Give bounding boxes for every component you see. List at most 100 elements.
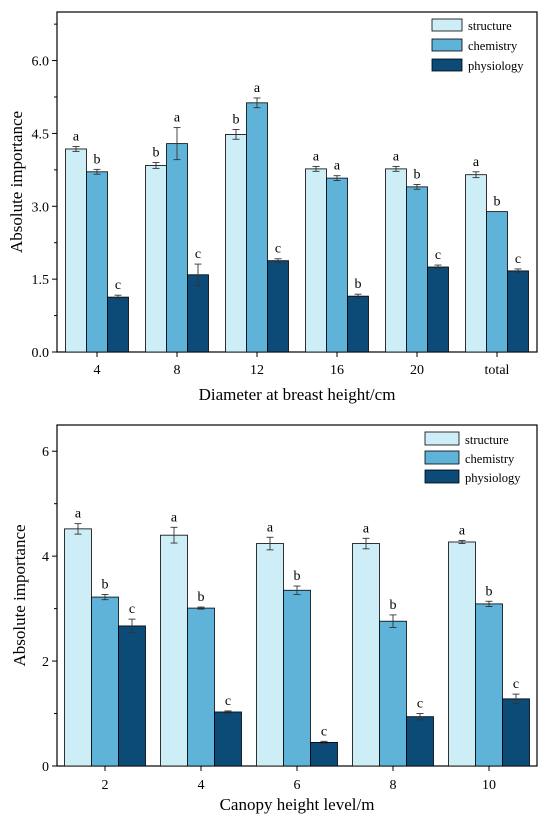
y-tick-label: 0 xyxy=(42,760,49,775)
chart-panel-2: 0 2 4 6 2 a b c 4 a b c 6 a b c 8 a b c 10 a b c Canopy height l… xyxy=(10,424,538,814)
bar-structure xyxy=(385,168,407,353)
significance-label: a xyxy=(174,111,181,126)
bar-structure xyxy=(145,165,167,353)
bar-physiology xyxy=(107,296,129,353)
significance-label: c xyxy=(129,602,135,617)
significance-label: a xyxy=(73,130,80,145)
significance-label: a xyxy=(75,507,82,522)
x-tick-label: 6 xyxy=(294,778,301,793)
legend-swatch-structure xyxy=(431,18,463,32)
legend: structure chemistry physiology xyxy=(424,431,521,485)
y-axis-title: Absolute importance xyxy=(10,524,29,666)
legend-label-chemistry: chemistry xyxy=(465,452,515,466)
significance-label: c xyxy=(275,242,281,257)
bar-structure xyxy=(448,541,476,767)
x-tick-label: total xyxy=(485,363,510,378)
y-tick-label: 2 xyxy=(42,655,49,670)
y-axis-title: Absolute importance xyxy=(7,111,26,253)
bar-structure xyxy=(465,174,487,353)
bar-structure xyxy=(352,543,380,767)
bar-physiology xyxy=(310,741,338,767)
significance-label: b xyxy=(294,569,301,584)
y-tick-label: 6.0 xyxy=(32,55,50,70)
bar-chemistry xyxy=(246,102,268,353)
significance-label: a xyxy=(473,155,480,170)
significance-label: a xyxy=(254,81,261,96)
x-axis-title: Diameter at breast height/cm xyxy=(199,385,396,404)
significance-label: c xyxy=(417,697,423,712)
y-tick-label: 4.5 xyxy=(32,127,50,142)
significance-label: c xyxy=(513,677,519,692)
chart-panel-1: 0.01.53.04.56.04abc8bac12bac16aab20abcto… xyxy=(7,11,538,404)
significance-label: c xyxy=(515,252,521,267)
significance-label: a xyxy=(267,520,274,535)
bar-chemistry xyxy=(406,186,428,353)
legend-swatch-structure xyxy=(424,431,460,446)
bar-structure xyxy=(256,543,284,767)
x-tick-label: 2 xyxy=(102,778,109,793)
significance-label: a xyxy=(393,149,400,164)
bar-chemistry xyxy=(486,211,508,353)
y-tick-label: 6 xyxy=(42,445,49,460)
significance-label: c xyxy=(321,724,327,739)
legend-label-chemistry: chemistry xyxy=(468,39,518,53)
y-tick-label: 1.5 xyxy=(32,273,50,288)
bar-physiology xyxy=(406,716,434,767)
y-tick-label: 3.0 xyxy=(32,200,50,215)
bar-chemistry xyxy=(86,171,108,353)
x-tick-label: 8 xyxy=(390,778,397,793)
bar-chemistry xyxy=(475,603,503,767)
legend-label-physiology: physiology xyxy=(465,471,521,485)
bar-physiology xyxy=(347,295,369,353)
significance-label: a xyxy=(363,521,370,536)
significance-label: b xyxy=(233,113,240,128)
bar-structure xyxy=(65,148,87,353)
significance-label: b xyxy=(94,152,101,167)
significance-label: a xyxy=(313,149,320,164)
significance-label: c xyxy=(435,248,441,263)
x-axis-title: Canopy height level/m xyxy=(220,795,375,814)
bar-physiology xyxy=(427,266,449,353)
bar-chemistry xyxy=(283,589,311,767)
significance-label: a xyxy=(171,510,178,525)
significance-label: b xyxy=(414,167,421,182)
legend-swatch-physiology xyxy=(424,469,460,484)
bar-physiology xyxy=(214,711,242,767)
bar-chemistry xyxy=(187,607,215,767)
significance-label: b xyxy=(198,590,205,605)
significance-label: b xyxy=(102,577,109,592)
significance-label: b xyxy=(153,146,160,161)
significance-label: b xyxy=(390,598,397,613)
significance-label: b xyxy=(355,277,362,292)
legend-swatch-physiology xyxy=(431,58,463,72)
significance-label: b xyxy=(486,584,493,599)
bar-chemistry xyxy=(91,596,119,767)
legend-label-structure: structure xyxy=(468,19,512,33)
legend-label-structure: structure xyxy=(465,433,509,447)
legend: structure chemistry physiology xyxy=(431,18,524,73)
bar-chemistry xyxy=(326,177,348,353)
x-tick-label: 10 xyxy=(482,778,496,793)
legend-label-physiology: physiology xyxy=(468,59,524,73)
x-tick-label: 8 xyxy=(174,363,181,378)
y-tick-label: 0.0 xyxy=(32,346,50,361)
plot-frame xyxy=(56,11,538,353)
bar-physiology xyxy=(267,260,289,353)
y-tick-label: 4 xyxy=(42,550,49,565)
bar-chemistry xyxy=(166,143,188,353)
bar-structure xyxy=(225,133,247,353)
bar-structure xyxy=(160,534,188,767)
bar-structure xyxy=(305,168,327,353)
bar-physiology xyxy=(118,625,146,767)
x-tick-label: 16 xyxy=(330,363,344,378)
x-tick-label: 20 xyxy=(410,363,424,378)
significance-label: b xyxy=(494,195,501,210)
significance-label: c xyxy=(225,694,231,709)
legend-swatch-chemistry xyxy=(424,450,460,465)
bar-physiology xyxy=(502,698,530,767)
x-tick-label: 4 xyxy=(94,363,101,378)
bar-chemistry xyxy=(379,620,407,767)
x-tick-label: 12 xyxy=(250,363,264,378)
bar-structure xyxy=(64,528,92,767)
